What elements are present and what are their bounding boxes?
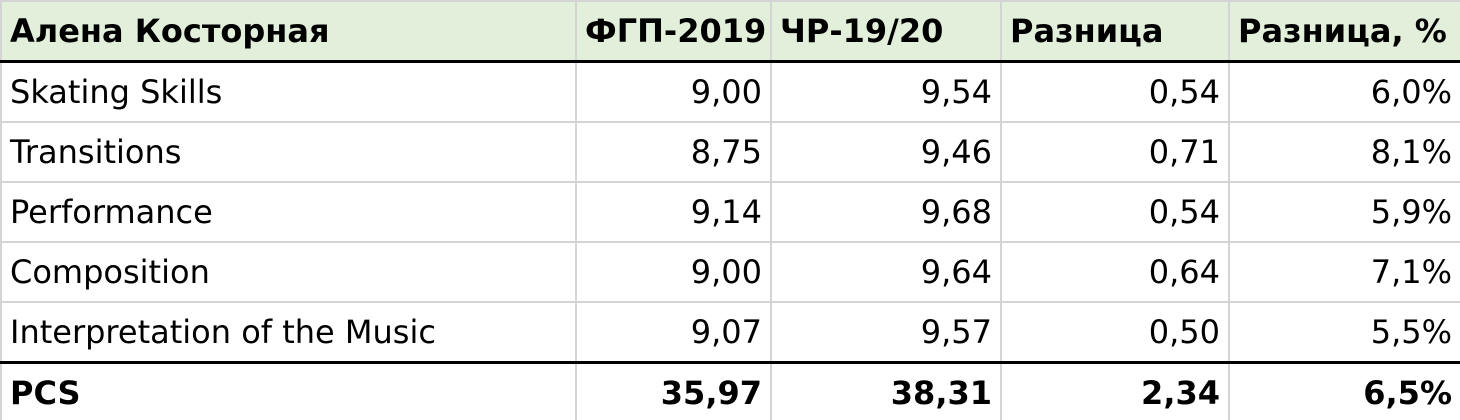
cell: ЧР-19/20 xyxy=(770,0,1002,63)
cell: 8,1% xyxy=(1228,121,1460,183)
cell: 9,07 xyxy=(575,301,772,364)
cell: 0,50 xyxy=(1000,301,1230,364)
cell: 9,14 xyxy=(575,181,772,243)
cell: 38,31 xyxy=(770,361,1002,420)
cell: 7,1% xyxy=(1228,241,1460,303)
cell: 9,46 xyxy=(770,121,1002,183)
cell: 5,9% xyxy=(1228,181,1460,243)
cell: 9,68 xyxy=(770,181,1002,243)
row-label: Алена Косторная xyxy=(0,0,577,63)
row-label: PCS xyxy=(0,361,577,420)
header-row: Алена Косторная ФГП-2019 ЧР-19/20 Разница Ра… xyxy=(0,0,1460,63)
cell: Разница xyxy=(1000,0,1230,63)
cell: 6,5% xyxy=(1228,361,1460,420)
cell: 0,64 xyxy=(1000,241,1230,303)
cell: 9,64 xyxy=(770,241,1002,303)
data-row: Interpretation of the Music 9,07 9,57 0,50 5… xyxy=(0,301,1460,364)
data-row: Skating Skills 9,00 9,54 0,54 6,0% xyxy=(0,60,1460,123)
cell: 6,0% xyxy=(1228,60,1460,123)
row-label: Interpretation of the Music xyxy=(0,301,577,364)
cell: 9,00 xyxy=(575,241,772,303)
row-label: Performance xyxy=(0,181,577,243)
row-label: Composition xyxy=(0,241,577,303)
cell: 9,54 xyxy=(770,60,1002,123)
data-row: Performance 9,14 9,68 0,54 5,9% xyxy=(0,181,1460,243)
cell: 5,5% xyxy=(1228,301,1460,364)
row-label: Transitions xyxy=(0,121,577,183)
row-label: Skating Skills xyxy=(0,60,577,123)
cell: 0,71 xyxy=(1000,121,1230,183)
cell: Разница, % xyxy=(1228,0,1460,63)
cell: 9,00 xyxy=(575,60,772,123)
cell: 9,57 xyxy=(770,301,1002,364)
data-row: Transitions 8,75 9,46 0,71 8,1% xyxy=(0,121,1460,183)
total-row: PCS 35,97 38,31 2,34 6,5% xyxy=(0,361,1460,420)
cell: 8,75 xyxy=(575,121,772,183)
cell: ФГП-2019 xyxy=(575,0,772,63)
cell: 2,34 xyxy=(1000,361,1230,420)
data-row: Composition 9,00 9,64 0,64 7,1% xyxy=(0,241,1460,303)
cell: 35,97 xyxy=(575,361,772,420)
cell: 0,54 xyxy=(1000,60,1230,123)
cell: 0,54 xyxy=(1000,181,1230,243)
